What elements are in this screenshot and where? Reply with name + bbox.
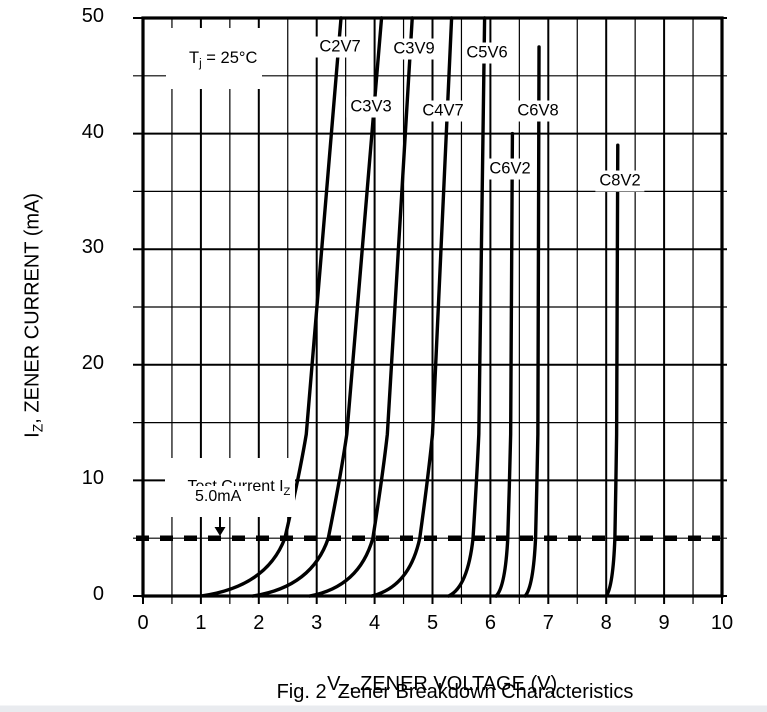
y-tick-label-10: 10 [81,467,104,490]
x-tick-label-9: 9 [658,612,670,634]
x-tick-label-1: 1 [195,612,207,634]
x-axis-title-subscript: Z [340,681,349,698]
curve-label-C6V2: C6V2 [485,158,535,180]
x-tick-label-3: 3 [311,612,323,634]
tj-annotation: Tj = 25°C [166,28,263,89]
test-current-label-subscript: Z [283,485,291,498]
curve-label-C3V9: C3V9 [389,38,439,60]
x-tick-label-0: 0 [137,612,149,634]
x-tick-label-8: 8 [600,612,612,634]
curve-C4V7 [370,16,454,598]
curve-label-C4V7: C4V7 [418,100,468,122]
test-current-value: 5.0mA [190,486,247,509]
curve-label-C5V6: C5V6 [462,42,512,64]
curve-label-C8V2: C8V2 [595,170,645,192]
y-tick-label-20: 20 [81,351,104,374]
x-tick-label-4: 4 [369,612,381,634]
y-tick-label-50: 50 [81,5,104,27]
curve-label-C6V8: C6V8 [513,100,563,122]
x-tick-label-6: 6 [484,612,496,634]
y-axis-title-symbol: I [21,432,44,438]
curve-C3V9 [308,16,414,598]
curve-label-C2V7: C2V7 [315,36,365,58]
x-axis-title-symbol: V [327,673,341,695]
y-tick-label-30: 30 [81,236,104,259]
x-tick-label-2: 2 [253,612,265,634]
page-edge-strip [0,705,767,712]
tj-annotation-text: = 25°C [201,48,258,67]
tj-annotation-symbol: T [189,48,200,67]
x-axis-title: VZ, ZENER VOLTAGE (V) [131,650,731,712]
tj-annotation-subscript: j [199,57,202,70]
y-axis-title-text: , ZENER CURRENT (mA) [21,192,44,424]
curve-C6V2 [494,131,515,598]
plot-border [141,16,724,598]
y-tick-label-40: 40 [81,120,104,143]
test-current-arrowhead-icon [214,527,226,536]
curve-C5V6 [447,16,487,598]
curve-label-C3V3: C3V3 [346,96,396,118]
curve-C8V2 [604,143,620,598]
x-tick-label-7: 7 [542,612,554,634]
y-axis-title-subscript: Z [29,423,46,433]
curve-C6V8 [523,45,541,598]
y-tick-label-0: 0 [92,583,104,605]
x-axis-title-text: , ZENER VOLTAGE (V) [348,673,558,695]
figure-caption: Fig. 2 Zener Breakdown Characteristics [276,681,634,703]
x-tick-label-10: 10 [710,612,734,634]
x-tick-label-5: 5 [426,612,439,634]
